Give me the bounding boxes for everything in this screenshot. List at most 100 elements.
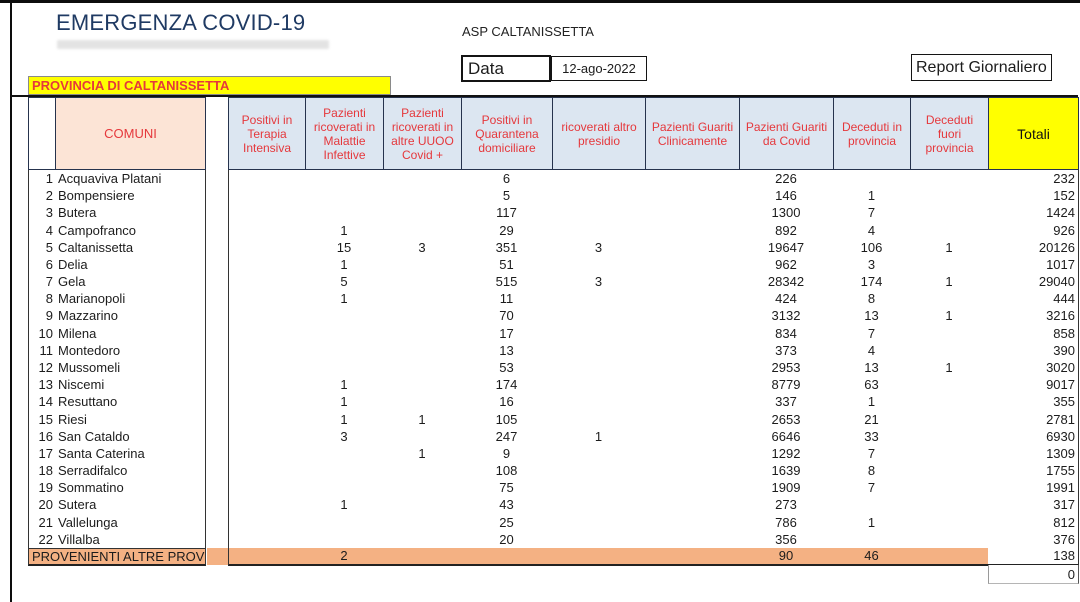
data-cell[interactable]: 3 [383,238,462,257]
data-cell[interactable] [552,255,646,275]
column-header-cell[interactable]: Pazienti ricoverati in Malattie Infettiv… [305,97,384,170]
data-cell[interactable] [383,170,462,189]
data-cell[interactable]: 29 [461,221,553,240]
data-cell[interactable] [552,530,646,549]
data-cell[interactable] [552,513,646,532]
data-cell[interactable] [383,204,462,223]
comune-cell[interactable]: Montedoro [55,341,206,360]
comune-cell[interactable]: Bompensiere [55,187,206,206]
comune-cell[interactable]: Marianopoli [55,290,206,309]
data-cell[interactable]: 17 [461,324,553,343]
data-cell[interactable] [228,255,306,275]
row-number-cell[interactable]: 14 [28,393,56,412]
data-cell[interactable]: 108 [461,461,553,481]
data-cell[interactable]: 53 [461,358,553,378]
comuni-header-cell[interactable]: COMUNI [55,97,206,170]
data-cell[interactable]: 1 [552,427,646,446]
data-cell[interactable]: 13 [833,307,911,326]
data-cell[interactable] [910,479,989,498]
data-cell[interactable] [910,496,989,515]
data-cell[interactable]: 1 [305,376,384,395]
data-cell[interactable]: 1 [305,290,384,309]
data-cell[interactable]: 424 [739,290,834,309]
data-cell[interactable] [552,204,646,223]
data-cell[interactable]: 75 [461,479,553,498]
data-cell[interactable] [383,273,462,292]
data-cell[interactable]: 1 [833,187,911,206]
data-cell[interactable]: 15 [305,238,384,257]
data-cell[interactable] [305,204,384,223]
comune-cell[interactable]: Mazzarino [55,307,206,326]
data-cell[interactable] [833,170,911,189]
data-cell[interactable]: 33 [833,427,911,446]
row-number-cell[interactable]: 2 [28,187,56,206]
comune-cell[interactable]: Vallelunga [55,513,206,532]
date-label-cell[interactable]: Data [461,55,551,82]
data-cell[interactable]: 117 [461,204,553,223]
data-cell[interactable]: 5 [305,273,384,292]
data-cell[interactable] [552,341,646,360]
data-cell[interactable] [228,204,306,223]
data-cell[interactable] [910,410,989,429]
row-number-cell[interactable]: 13 [28,376,56,395]
data-cell[interactable]: 6646 [739,427,834,446]
data-cell[interactable] [228,393,306,412]
row-number-cell[interactable]: 3 [28,204,56,223]
data-cell[interactable] [645,170,740,189]
data-cell[interactable] [383,376,462,395]
data-cell[interactable]: 70 [461,307,553,326]
data-cell[interactable] [645,273,740,292]
total-cell[interactable]: 926 [988,221,1079,240]
data-cell[interactable]: 3 [833,255,911,275]
data-cell[interactable] [645,255,740,275]
data-cell[interactable] [645,221,740,240]
total-cell[interactable]: 390 [988,341,1079,360]
data-cell[interactable] [645,479,740,498]
data-cell[interactable] [383,393,462,412]
row-number-cell[interactable]: 10 [28,324,56,343]
total-cell[interactable]: 1309 [988,444,1079,463]
total-cell[interactable]: 1017 [988,255,1079,275]
total-cell[interactable]: 444 [988,290,1079,309]
data-cell[interactable] [383,496,462,515]
data-cell[interactable] [645,324,740,343]
footer-data-cell[interactable] [645,547,740,566]
comune-cell[interactable]: Sommatino [55,479,206,498]
data-cell[interactable]: 1639 [739,461,834,481]
data-cell[interactable] [228,513,306,532]
data-cell[interactable] [228,238,306,257]
data-cell[interactable] [383,530,462,549]
total-cell[interactable]: 812 [988,513,1079,532]
total-cell[interactable]: 29040 [988,273,1079,292]
total-cell[interactable]: 3020 [988,358,1079,378]
data-cell[interactable]: 7 [833,204,911,223]
data-cell[interactable] [383,513,462,532]
row-number-cell[interactable]: 1 [28,170,56,189]
row-number-cell[interactable]: 7 [28,273,56,292]
row-number-cell[interactable]: 6 [28,255,56,275]
data-cell[interactable]: 356 [739,530,834,549]
row-number-cell[interactable]: 20 [28,496,56,515]
data-cell[interactable] [910,513,989,532]
data-cell[interactable] [228,427,306,446]
data-cell[interactable] [645,187,740,206]
data-cell[interactable] [228,479,306,498]
data-cell[interactable]: 1 [910,307,989,326]
data-cell[interactable] [305,341,384,360]
data-cell[interactable] [645,461,740,481]
data-cell[interactable] [305,513,384,532]
data-cell[interactable] [645,290,740,309]
grand-total-cell[interactable]: 0 [988,565,1079,584]
data-cell[interactable]: 1 [305,410,384,429]
footer-data-cell[interactable] [383,547,462,566]
comune-cell[interactable]: Resuttano [55,393,206,412]
data-cell[interactable]: 351 [461,238,553,257]
data-cell[interactable] [552,358,646,378]
data-cell[interactable] [305,530,384,549]
comune-cell[interactable]: Riesi [55,410,206,429]
data-cell[interactable]: 1 [305,393,384,412]
data-cell[interactable]: 273 [739,496,834,515]
column-header-cell[interactable]: Deceduti fuori provincia [910,97,989,170]
data-cell[interactable]: 2953 [739,358,834,378]
data-cell[interactable] [910,187,989,206]
